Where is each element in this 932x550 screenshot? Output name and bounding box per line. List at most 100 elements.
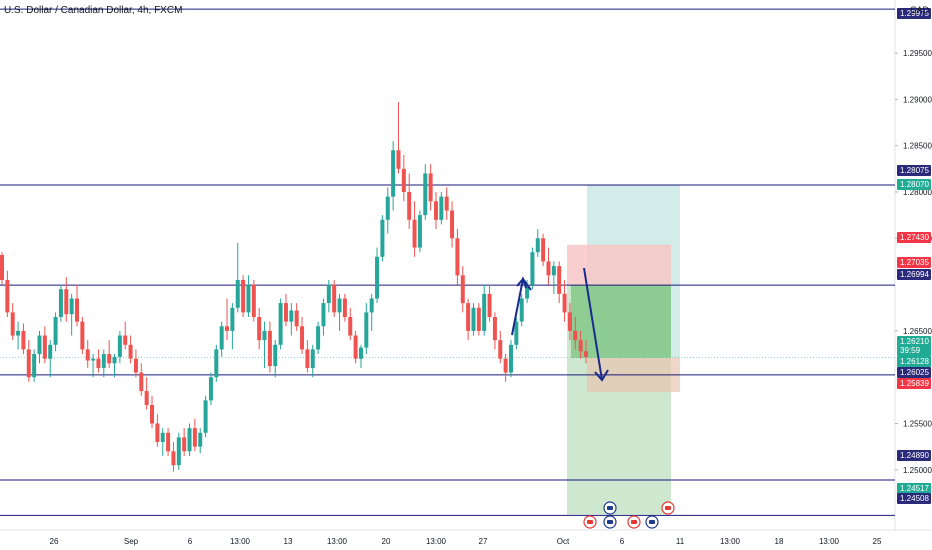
candle-body [192,428,197,447]
candle-body [428,173,433,202]
x-tick-label: 18 [775,537,784,546]
candle-body [85,349,90,361]
candle-body [417,215,422,248]
ca-flag-icon-glyph [665,506,671,510]
price-tag-label: 39:59 [900,346,921,355]
x-tick-label: Sep [124,537,139,546]
x-tick-label: 13:00 [819,537,840,546]
candle-body [139,372,144,392]
ca-flag-icon-glyph [587,520,593,524]
candle-body [64,289,69,315]
candle-body [450,210,455,239]
x-tick-label: 13:00 [426,537,447,546]
price-tag-label: 1.27430 [900,233,929,242]
candle-body [257,317,262,341]
candle-body [310,349,315,368]
candle-body [75,298,80,322]
price-tag-label: 1.24517 [900,484,929,493]
price-tag-label: 1.28075 [900,166,929,175]
candle-body [375,256,380,299]
price-tag [897,378,931,389]
price-tag-label: 1.24890 [900,451,929,460]
candle-body [503,358,508,373]
price-tag-label: 1.25839 [900,379,929,388]
candle-body [160,432,165,443]
x-tick-label: 13 [284,537,293,546]
candle-body [251,284,256,318]
price-tag-label: 1.26994 [900,270,929,279]
x-tick-label: 11 [676,537,685,546]
candle-body [530,252,535,285]
candle-body [305,349,310,368]
candle-body [439,196,444,220]
candle-body [326,284,331,304]
candle-body [300,326,305,350]
stop-loss-zone [567,244,671,286]
candle-body [380,219,385,257]
candle-body [364,312,369,348]
candle-body [176,437,181,466]
currency-label: CAD [909,5,929,15]
candle-body [187,428,192,452]
candle-body [133,358,138,373]
candle-body [42,335,47,359]
candle-body [492,317,497,341]
candle-body [444,196,449,211]
candle-body [235,279,240,308]
candle-body [396,150,401,169]
price-tag-label: 1.26128 [900,357,929,366]
price-tag [897,483,931,494]
price-tag [897,257,931,268]
price-tag [897,269,931,280]
candle-body [155,423,160,443]
candle-body [369,298,374,313]
profit-progress-zone [571,285,671,358]
candle-body [48,344,53,359]
price-tag-label: 1.26210 [900,337,929,346]
candle-body [482,293,487,331]
price-tag [897,179,931,190]
candle-body [69,298,74,315]
candle-body [58,289,63,318]
x-tick-label: 6 [620,537,625,546]
y-tick-label: 1.26500 [903,327,932,336]
candle-body [123,335,128,345]
candle-body [519,298,524,322]
candle-body [219,326,224,350]
candle-body [578,340,583,352]
price-tag [897,356,931,367]
x-tick-label: 6 [188,537,193,546]
candle-body [353,335,358,359]
chart-title: U.S. Dollar / Canadian Dollar, 4h, FXCM [4,5,183,16]
price-tag [897,450,931,461]
candle-body [241,279,246,313]
candle-body [476,307,481,331]
candle-body [230,307,235,331]
x-tick-label: 25 [873,537,882,546]
candle-body [273,344,278,367]
candle-body [289,310,294,322]
x-tick-label: Oct [557,537,570,546]
price-tag-label: 1.28070 [900,180,929,189]
candle-body [321,303,326,327]
candle-body [508,344,513,373]
candle-body [471,307,476,331]
candle-body [166,432,171,452]
y-tick-label: 1.29000 [903,95,932,104]
candle-body [294,310,299,327]
candle-body [53,317,58,345]
y-tick-label: 1.28000 [903,188,932,197]
candle-body [423,173,428,216]
candle-body [385,196,390,220]
candle-body [246,284,251,313]
down-arrow-head [594,369,609,382]
candle-body [214,349,219,378]
down-arrow[interactable] [583,267,603,381]
candle-body [407,191,412,220]
candle-body [171,451,176,466]
price-tag [897,336,931,347]
candle-body [0,254,4,280]
price-tag-label: 1.24508 [900,494,929,503]
candle-body [32,354,37,378]
